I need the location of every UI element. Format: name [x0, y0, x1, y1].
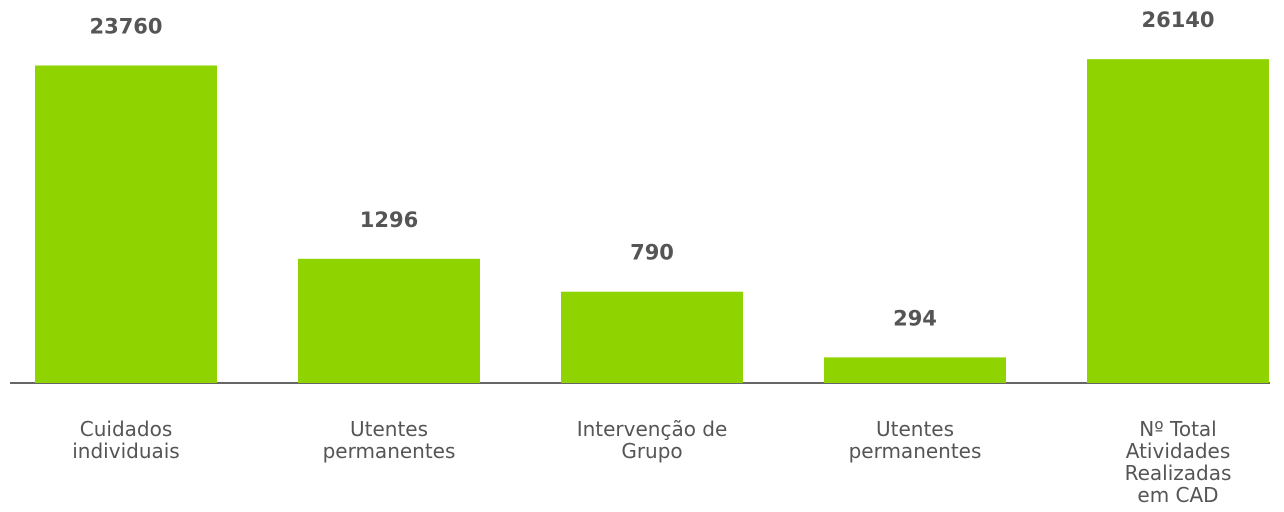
bar [298, 258, 480, 383]
bar [824, 357, 1006, 383]
category-label: Utentes permanentes [322, 417, 456, 463]
value-label: 26140 [1141, 8, 1214, 32]
category-label: Utentes permanentes [848, 417, 982, 463]
bar [561, 291, 743, 383]
bar [35, 65, 217, 384]
category-label: Intervenção de Grupo [576, 417, 728, 463]
value-label: 790 [630, 241, 674, 265]
category-label: Cuidados individuais [72, 417, 180, 463]
value-label: 1296 [360, 208, 418, 232]
value-label: 294 [893, 306, 937, 330]
value-label: 23760 [89, 14, 162, 38]
category-label: Nº Total Atividades Realizadas em CAD [1124, 417, 1232, 507]
bar [1087, 59, 1269, 384]
